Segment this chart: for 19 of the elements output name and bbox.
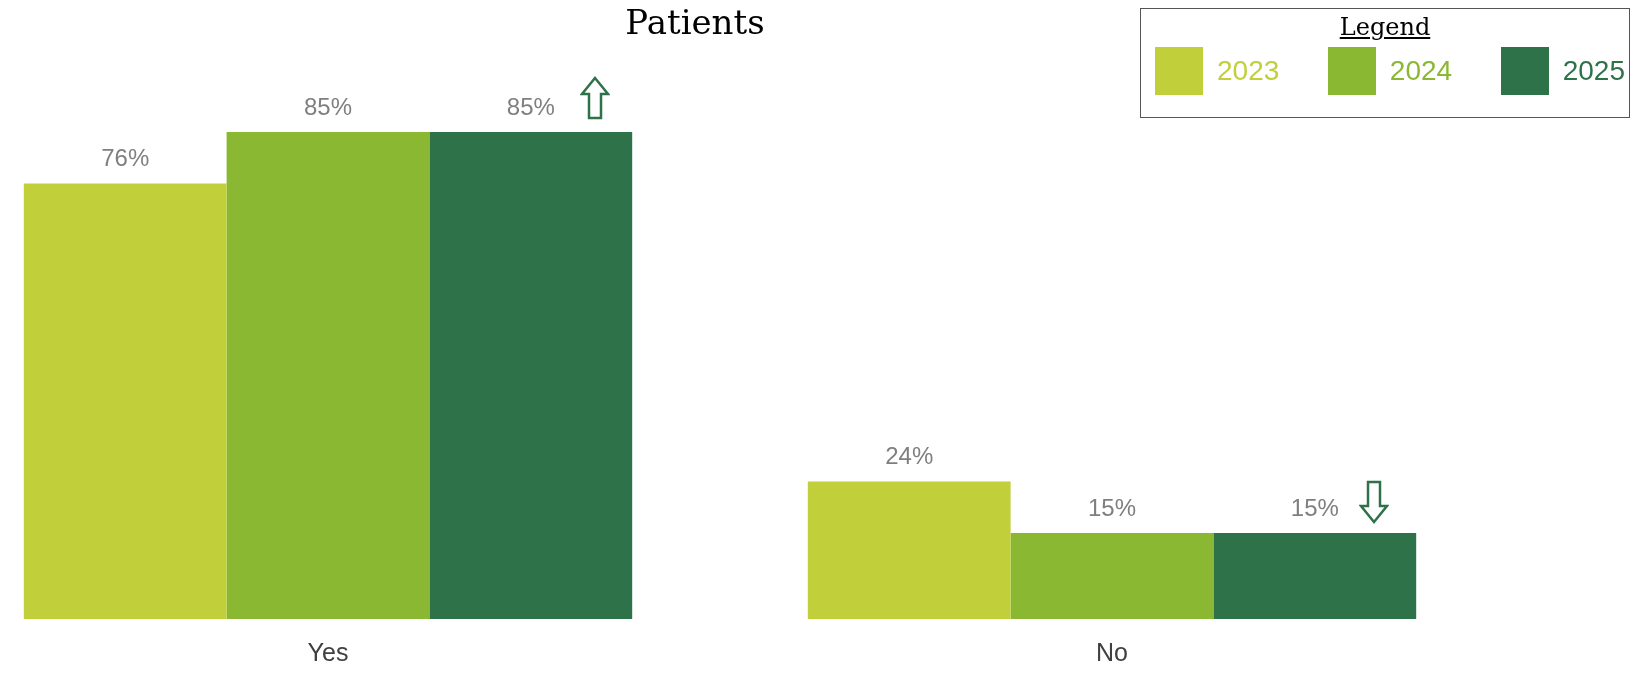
bar xyxy=(23,183,227,619)
bar xyxy=(226,131,430,619)
bar xyxy=(429,131,633,619)
data-label: 76% xyxy=(101,144,150,172)
data-label: 24% xyxy=(885,442,934,470)
chart-title: Patients xyxy=(625,2,765,42)
x-tick-label: No xyxy=(1096,637,1128,666)
legend-label: 2023 xyxy=(1217,55,1280,87)
bar xyxy=(807,481,1011,619)
legend-label: 2025 xyxy=(1562,55,1625,87)
legend-title: Legend xyxy=(1338,13,1432,41)
legend-label: 2024 xyxy=(1389,55,1453,87)
x-tick-label: Yes xyxy=(307,637,349,666)
data-label: 15% xyxy=(1290,493,1339,521)
bar xyxy=(1010,533,1214,619)
data-label: 15% xyxy=(1087,493,1137,521)
data-label: 85% xyxy=(303,92,353,120)
bar xyxy=(1213,533,1417,619)
data-label: 85% xyxy=(506,92,555,120)
